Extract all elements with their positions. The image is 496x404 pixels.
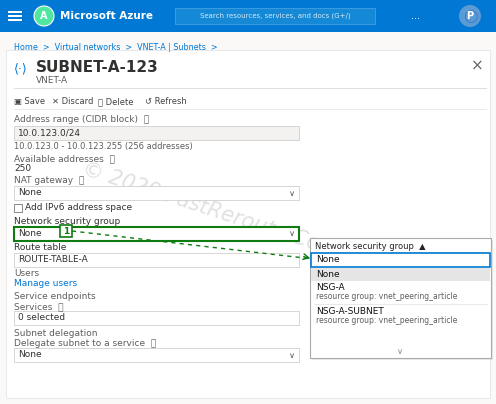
Text: resource group: vnet_peering_article: resource group: vnet_peering_article xyxy=(316,316,457,325)
Bar xyxy=(14,348,299,362)
Bar xyxy=(8,11,22,13)
Bar xyxy=(6,50,490,398)
Text: 1: 1 xyxy=(63,227,69,236)
Text: VNET-A: VNET-A xyxy=(36,76,68,85)
Text: SUBNET-A-123: SUBNET-A-123 xyxy=(36,60,159,75)
Text: P: P xyxy=(466,11,474,21)
Text: ∨: ∨ xyxy=(397,347,403,356)
Text: ROUTE-TABLE-A: ROUTE-TABLE-A xyxy=(18,255,88,264)
Bar xyxy=(0,0,496,32)
Text: Delegate subnet to a service  ⓘ: Delegate subnet to a service ⓘ xyxy=(14,339,156,348)
Text: Network security group: Network security group xyxy=(14,217,120,226)
Text: Available addresses  ⓘ: Available addresses ⓘ xyxy=(14,154,115,163)
Text: ↺ Refresh: ↺ Refresh xyxy=(145,97,187,106)
Bar xyxy=(14,227,299,241)
Text: © 2020 FastReroute.Com: © 2020 FastReroute.Com xyxy=(79,159,341,261)
Text: 0 selected: 0 selected xyxy=(18,313,65,322)
Bar xyxy=(175,8,375,24)
Text: ○: ○ xyxy=(463,7,477,25)
Text: ×: × xyxy=(471,58,484,73)
Text: Network security group  ▲: Network security group ▲ xyxy=(315,242,426,251)
Text: Users: Users xyxy=(14,269,39,278)
Text: A: A xyxy=(40,11,48,21)
Text: Manage users: Manage users xyxy=(14,279,77,288)
Text: NAT gateway  ⓘ: NAT gateway ⓘ xyxy=(14,176,84,185)
Text: ⟨·⟩: ⟨·⟩ xyxy=(14,62,28,75)
Bar xyxy=(312,240,493,360)
Text: NSG-A-SUBNET: NSG-A-SUBNET xyxy=(316,307,384,316)
Text: ▣ Save: ▣ Save xyxy=(14,97,45,106)
Text: None: None xyxy=(18,229,42,238)
Text: Home  >  Virtual networks  >  VNET-A | Subnets  >: Home > Virtual networks > VNET-A | Subne… xyxy=(14,43,218,52)
Text: Service endpoints: Service endpoints xyxy=(14,292,96,301)
Bar xyxy=(14,253,299,267)
Text: Microsoft Azure: Microsoft Azure xyxy=(60,11,153,21)
Circle shape xyxy=(34,6,54,26)
Bar xyxy=(14,204,22,212)
Text: Route table: Route table xyxy=(14,243,66,252)
Bar xyxy=(14,311,299,325)
Text: None: None xyxy=(18,188,42,197)
Bar xyxy=(8,19,22,21)
Text: 🗑 Delete: 🗑 Delete xyxy=(98,97,133,106)
Bar xyxy=(8,15,22,17)
Text: Search resources, services, and docs (G+/): Search resources, services, and docs (G+… xyxy=(200,13,350,19)
Text: ✕ Discard: ✕ Discard xyxy=(52,97,93,106)
Bar xyxy=(310,238,491,358)
Text: Subnet delegation: Subnet delegation xyxy=(14,329,98,338)
Text: None: None xyxy=(316,270,340,279)
Text: ...: ... xyxy=(411,11,420,21)
Text: 10.0.123.0/24: 10.0.123.0/24 xyxy=(18,128,81,137)
Bar xyxy=(311,253,490,267)
Bar xyxy=(14,186,299,200)
Circle shape xyxy=(459,5,481,27)
Text: ∨: ∨ xyxy=(289,351,295,360)
Text: ∨: ∨ xyxy=(289,189,295,198)
Text: Services  ⓘ: Services ⓘ xyxy=(14,302,63,311)
Text: NSG-A: NSG-A xyxy=(316,283,345,292)
Text: resource group: vnet_peering_article: resource group: vnet_peering_article xyxy=(316,292,457,301)
Text: Address range (CIDR block)  ⓘ: Address range (CIDR block) ⓘ xyxy=(14,115,149,124)
Text: 10.0.123.0 - 10.0.123.255 (256 addresses): 10.0.123.0 - 10.0.123.255 (256 addresses… xyxy=(14,142,193,151)
Text: ∨: ∨ xyxy=(289,229,295,238)
Bar xyxy=(14,126,299,140)
Text: Add IPv6 address space: Add IPv6 address space xyxy=(25,203,132,212)
Bar xyxy=(60,225,72,237)
Text: None: None xyxy=(316,255,340,264)
Text: None: None xyxy=(18,350,42,359)
Bar xyxy=(311,268,490,281)
Text: 250: 250 xyxy=(14,164,31,173)
